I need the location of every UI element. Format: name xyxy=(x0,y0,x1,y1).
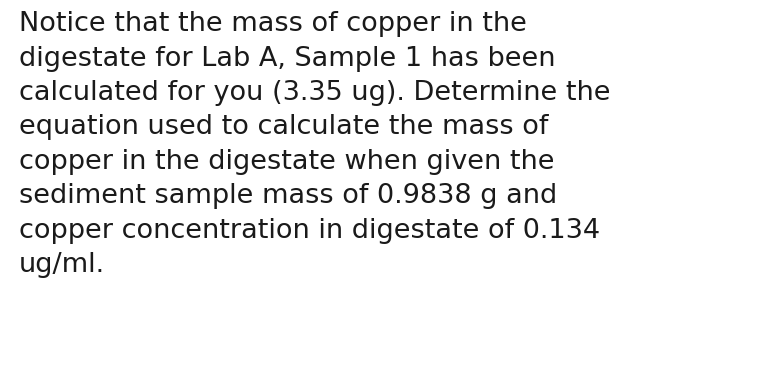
Text: Notice that the mass of copper in the
digestate for Lab A, Sample 1 has been
cal: Notice that the mass of copper in the di… xyxy=(19,11,611,278)
